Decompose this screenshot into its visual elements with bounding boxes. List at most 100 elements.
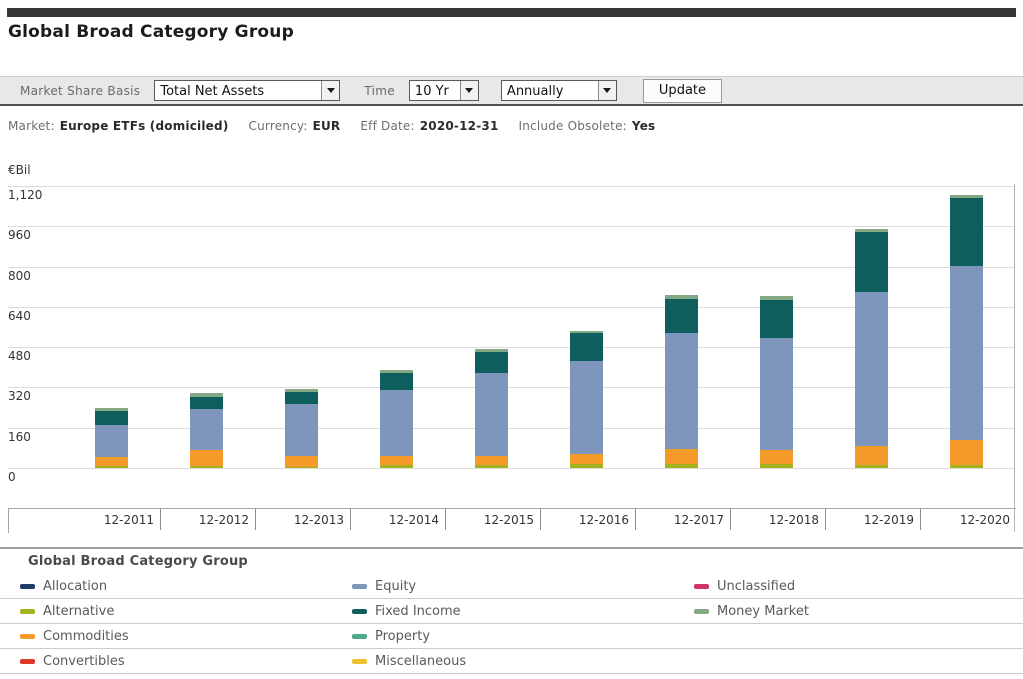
bar-segment-commodities	[665, 448, 698, 464]
legend-item-fixed-income: Fixed Income	[352, 599, 461, 623]
x-tick-label: 12-2014	[351, 509, 446, 530]
gridline	[8, 267, 1015, 268]
bar-segment-alternative	[380, 464, 413, 468]
legend-label: Money Market	[717, 603, 809, 619]
bar-segment-alternative	[665, 463, 698, 468]
gridline	[8, 307, 1015, 308]
legend-label: Commodities	[43, 628, 129, 644]
update-button[interactable]: Update	[642, 78, 723, 103]
x-tick-label: 12-2015	[446, 509, 541, 530]
gridline	[8, 428, 1015, 429]
bar-segment-money-market	[475, 348, 508, 352]
legend-swatch	[352, 583, 367, 589]
legend-row: Allocation Equity Unclassified	[0, 574, 1023, 599]
bar-12-2020	[950, 194, 983, 468]
legend-item-money-market: Money Market	[694, 599, 809, 623]
bar-segment-commodities	[760, 449, 793, 464]
bar-segment-fixed-income	[665, 298, 698, 334]
market-share-basis-label: Market Share Basis	[20, 83, 141, 98]
gridline	[8, 226, 1015, 227]
bar-segment-money-market	[950, 194, 983, 198]
legend-item-commodities: Commodities	[20, 624, 129, 648]
x-tick-label: 12-2012	[161, 509, 256, 530]
bar-segment-alternative	[95, 466, 128, 468]
info-eff-date-label: Eff Date:	[360, 119, 415, 133]
market-share-basis-select[interactable]: Total Net Assets	[154, 80, 341, 101]
bar-segment-commodities	[190, 450, 223, 466]
bar-segment-equity	[95, 424, 128, 457]
time-select[interactable]: 10 Yr	[408, 80, 479, 101]
bar-segment-money-market	[380, 369, 413, 373]
bar-12-2014	[380, 369, 413, 468]
y-axis-unit-label: €Bil	[8, 163, 31, 177]
info-market-value: Europe ETFs (domiciled)	[59, 119, 229, 133]
x-tick-label: 12-2013	[256, 509, 351, 530]
bar-12-2017	[665, 295, 698, 468]
legend-label: Unclassified	[717, 578, 796, 594]
legend-swatch	[352, 633, 367, 639]
legend-rows: Allocation Equity Unclassified Alternative F…	[0, 574, 1023, 674]
legend-label: Miscellaneous	[375, 653, 467, 669]
legend-swatch	[20, 633, 35, 639]
legend-swatch	[20, 583, 35, 589]
bar-segment-equity	[475, 373, 508, 456]
bar-segment-equity	[760, 338, 793, 450]
bar-segment-alternative	[760, 463, 793, 468]
bar-12-2013	[285, 388, 318, 468]
x-tick-label: 12-2020	[959, 513, 1010, 527]
legend-item-allocation: Allocation	[20, 574, 107, 598]
bar-segment-equity	[285, 404, 318, 456]
y-tick-label: 480	[8, 349, 31, 363]
bar-segment-equity	[855, 291, 888, 446]
y-tick-label: 1,120	[8, 188, 43, 202]
bar-12-2016	[570, 330, 603, 468]
bar-segment-fixed-income	[570, 333, 603, 362]
bar-segment-equity	[570, 361, 603, 455]
legend-swatch	[20, 608, 35, 614]
bar-segment-fixed-income	[855, 231, 888, 292]
legend-item-alternative: Alternative	[20, 599, 114, 623]
bar-segment-fixed-income	[950, 197, 983, 266]
legend-row: Commodities Property	[0, 624, 1023, 649]
bar-segment-fixed-income	[285, 392, 318, 405]
x-tick-label: 12-2016	[541, 509, 636, 530]
x-tick-label: 12-2011	[66, 509, 161, 530]
gridline	[8, 347, 1015, 348]
info-market-label: Market:	[8, 119, 55, 133]
top-black-bar	[7, 8, 1016, 17]
bar-segment-fixed-income	[760, 300, 793, 339]
bar-segment-money-market	[665, 295, 698, 299]
info-currency: Currency: EUR	[249, 119, 341, 133]
bar-segment-fixed-income	[475, 351, 508, 374]
bar-12-2011	[95, 408, 128, 468]
chart-right-border	[1014, 184, 1015, 532]
bar-segment-commodities	[855, 445, 888, 466]
frequency-value: Annually	[506, 84, 564, 99]
market-share-basis-value: Total Net Assets	[160, 84, 265, 99]
y-tick-label: 640	[8, 309, 31, 323]
info-eff-date: Eff Date: 2020-12-31	[360, 119, 498, 133]
bar-segment-commodities	[285, 455, 318, 467]
bar-segment-fixed-income	[380, 372, 413, 390]
bar-12-2018	[760, 296, 793, 468]
gridline	[8, 468, 1015, 469]
bar-segment-alternative	[855, 465, 888, 468]
legend-swatch	[694, 583, 709, 589]
y-tick-label: 800	[8, 269, 31, 283]
gridline	[8, 186, 1015, 187]
bar-segment-equity	[380, 389, 413, 456]
bar-segment-alternative	[285, 466, 318, 468]
frequency-select[interactable]: Annually	[500, 80, 617, 101]
bar-segment-money-market	[760, 296, 793, 301]
legend-label: Convertibles	[43, 653, 125, 669]
bar-12-2015	[475, 348, 508, 468]
x-tick-label: 12-2019	[826, 509, 921, 530]
info-bar: Market: Europe ETFs (domiciled) Currency:…	[8, 119, 655, 133]
info-currency-value: EUR	[312, 119, 341, 133]
bar-segment-commodities	[475, 455, 508, 465]
bar-segment-fixed-income	[190, 396, 223, 409]
page-title: Global Broad Category Group	[8, 22, 294, 42]
legend-swatch	[694, 608, 709, 614]
bar-segment-equity	[665, 333, 698, 449]
plot-area	[8, 186, 1015, 469]
